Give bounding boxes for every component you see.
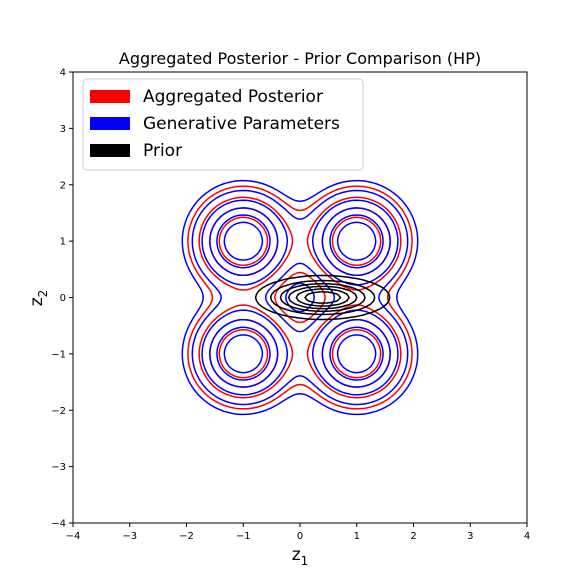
contour-level-line (223, 221, 377, 374)
legend-swatch (90, 117, 130, 130)
x-axis-label-main: z (292, 545, 301, 565)
y-tick-label: −4 (51, 519, 66, 530)
x-tick-label: −2 (179, 531, 194, 542)
y-tick-label: 3 (60, 124, 66, 135)
x-tick-label: 2 (410, 531, 416, 542)
x-tick-label: 0 (297, 531, 303, 542)
x-tick-label: −4 (66, 531, 81, 542)
contour-level-line (304, 291, 342, 304)
contour-level-line (209, 207, 391, 388)
legend-swatch (90, 144, 130, 157)
contour-series-prior (254, 274, 391, 321)
x-tick-label: 3 (467, 531, 473, 542)
legend: Aggregated Posterior Generative Parameter… (82, 78, 364, 171)
contour-level-line (218, 216, 382, 379)
plot-area-contours (181, 179, 419, 416)
legend-swatch (90, 90, 130, 103)
x-tick-label: −1 (236, 531, 251, 542)
contour-level-line (287, 285, 358, 310)
x-tick-label: 4 (524, 531, 530, 542)
x-tick-label: −3 (122, 531, 137, 542)
y-tick-label: −1 (51, 349, 66, 360)
legend-frame (82, 78, 364, 171)
legend-label: Aggregated Posterior (143, 87, 323, 107)
chart-title: Aggregated Posterior - Prior Comparison … (119, 49, 481, 68)
y-axis-ticks: −4 −3 −2 −1 0 1 2 3 4 (51, 68, 73, 530)
y-axis-label-subscript: 2 (36, 290, 50, 298)
y-tick-label: 1 (60, 237, 66, 248)
contour-level-line (191, 189, 409, 406)
y-axis-label-main: z (27, 297, 47, 306)
legend-label: Prior (143, 141, 182, 161)
x-axis-label-subscript: 1 (301, 554, 309, 568)
contour-level-line (254, 274, 391, 321)
legend-label: Generative Parameters (143, 114, 340, 134)
y-tick-label: 2 (60, 180, 66, 191)
contour-level-line (216, 214, 384, 381)
x-axis-label: z1 (292, 545, 309, 568)
y-axis-label: z2 (27, 290, 50, 307)
y-tick-label: 4 (60, 68, 66, 79)
y-tick-label: −2 (51, 406, 66, 417)
contour-level-line (279, 282, 366, 313)
contour-level-line (295, 288, 350, 307)
x-axis-ticks: −4 −3 −2 −1 0 1 2 3 4 (66, 523, 530, 542)
y-tick-label: −3 (51, 462, 66, 473)
contour-level-line (198, 196, 402, 399)
y-tick-label: 0 (60, 293, 66, 304)
x-tick-label: 1 (354, 531, 360, 542)
contour-level-line (269, 279, 376, 316)
